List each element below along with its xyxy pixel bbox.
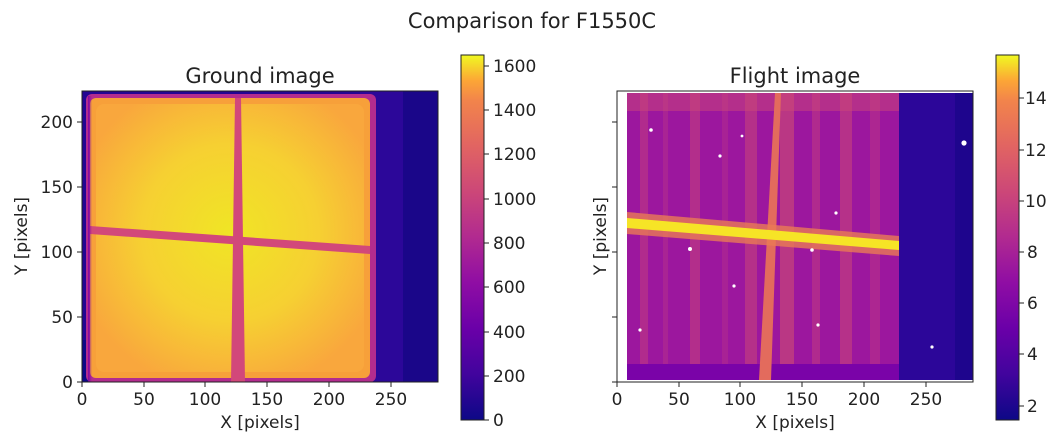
- flight-panel-title: Flight image: [730, 64, 861, 88]
- ground-colorbar-gradient: [460, 54, 485, 421]
- ground-right-edge-strip: [403, 91, 438, 382]
- ground-y-tick-label: 0: [62, 373, 73, 393]
- flight-colorbar-tick-label: 12: [1025, 141, 1047, 161]
- flight-image-panel: Flight image: [591, 54, 1047, 433]
- flight-colorbar-tick-label: 14: [1025, 89, 1047, 109]
- flight-hot-pixel: [649, 128, 653, 132]
- flight-hot-pixel: [930, 345, 934, 349]
- figure-title: Comparison for F1550C: [408, 9, 656, 33]
- flight-colorbar-tick-label: 2: [1027, 397, 1038, 417]
- flight-x-tick-label: 50: [668, 390, 690, 410]
- flight-x-tick-label: 250: [910, 390, 942, 410]
- ground-y-tick-label: 50: [51, 308, 73, 328]
- ground-y-axis-label: Y [pixels]: [12, 197, 32, 276]
- flight-y-axis: Y [pixels]: [591, 121, 617, 383]
- ground-x-tick-label: 100: [189, 390, 221, 410]
- flight-colorbar-tick-label: 4: [1027, 345, 1038, 365]
- ground-colorbar-tick-label: 1600: [493, 57, 536, 77]
- ground-y-axis: 0 50 100 150 200 Y [pixels]: [12, 113, 82, 393]
- ground-x-tick-label: 200: [313, 390, 345, 410]
- flight-hot-pixel: [834, 211, 838, 215]
- ground-panel-title: Ground image: [185, 64, 334, 88]
- ground-plot-frame: [81, 90, 439, 383]
- ground-left-dark-strip: [82, 340, 88, 382]
- ground-heatmap: [82, 91, 438, 382]
- flight-colorbar: 2 4 6 8 10 12 14: [995, 54, 1047, 421]
- ground-y-tick-label: 150: [41, 178, 73, 198]
- ground-colorbar-tick-label: 1000: [493, 190, 536, 210]
- flight-hot-pixel: [810, 248, 814, 252]
- ground-x-tick-label: 250: [375, 390, 407, 410]
- flight-x-tick-label: 200: [848, 390, 880, 410]
- ground-colorbar-tick-label: 1400: [493, 101, 536, 121]
- ground-colorbar-tick-label: 400: [493, 323, 525, 343]
- ground-image-panel: Ground image 0 50 100 150 200: [12, 54, 536, 433]
- flight-heatmap: [617, 91, 973, 382]
- flight-stripe: [640, 93, 648, 380]
- flight-x-tick-label: 100: [724, 390, 756, 410]
- flight-hot-pixel: [961, 140, 967, 146]
- ground-colorbar-tick-label: 800: [493, 234, 525, 254]
- flight-hot-pixel: [718, 154, 722, 158]
- flight-bright-streak: [627, 218, 899, 250]
- flight-hot-pixel: [740, 134, 744, 138]
- flight-colorbar-tick-label: 6: [1027, 294, 1038, 314]
- flight-right-edge: [955, 93, 973, 380]
- ground-colorbar-tick-label: 600: [493, 278, 525, 298]
- flight-hot-pixel: [816, 323, 820, 327]
- ground-x-axis: 0 50 100 150 200 250 X [pixels]: [77, 382, 407, 433]
- flight-x-tick-label: 0: [612, 390, 623, 410]
- ground-colorbar-tick-label: 0: [493, 411, 504, 431]
- ground-x-tick-label: 150: [251, 390, 283, 410]
- flight-upper-band: [627, 93, 899, 111]
- flight-hot-pixel: [732, 284, 736, 288]
- flight-hot-pixel: [688, 247, 692, 251]
- ground-colorbar: 0 200 400 600 800 1000 1200 1400 1600: [460, 54, 536, 431]
- flight-colorbar-tick-label: 10: [1025, 192, 1047, 212]
- flight-plot-frame: [616, 90, 974, 383]
- flight-colorbar-tick-label: 8: [1027, 243, 1038, 263]
- flight-x-axis: 0 50 100 150 200 250 X [pixels]: [612, 382, 942, 433]
- ground-x-axis-label: X [pixels]: [220, 413, 299, 433]
- ground-colorbar-tick-label: 200: [493, 367, 525, 387]
- flight-y-axis-label: Y [pixels]: [591, 197, 611, 276]
- ground-y-tick-label: 200: [41, 113, 73, 133]
- flight-hot-pixel: [638, 328, 642, 332]
- flight-x-tick-label: 150: [786, 390, 818, 410]
- flight-x-axis-label: X [pixels]: [755, 413, 834, 433]
- ground-y-tick-label: 100: [41, 243, 73, 263]
- ground-x-tick-label: 50: [133, 390, 155, 410]
- flight-colorbar-gradient: [995, 54, 1020, 421]
- ground-upper-left-gap: [88, 96, 92, 382]
- ground-colorbar-tick-label: 1200: [493, 145, 536, 165]
- ground-horizontal-bar: [90, 226, 370, 254]
- ground-x-tick-label: 0: [77, 390, 88, 410]
